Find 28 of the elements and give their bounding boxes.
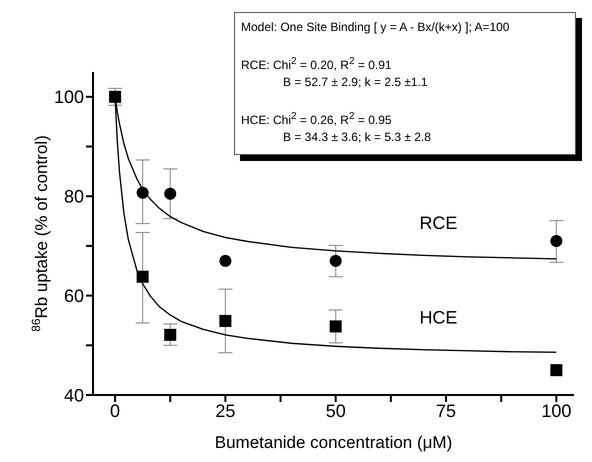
point (136, 270, 149, 283)
text: Model: One Site Binding [ y = A - Bx/(k+x) ]; A=100 (241, 20, 510, 34)
point (164, 188, 176, 200)
annotation: B = 34.3 ± 3.6; k = 5.3 ± 2.8 (283, 129, 432, 146)
x-tick-label: 25 (215, 400, 236, 421)
annotation: HCE: Chi$^{2}$ = 0.26, R$^{2}$ = 0.95 (241, 110, 393, 129)
point (136, 186, 149, 199)
x-tick-label: 100 (541, 400, 572, 421)
point (330, 254, 342, 267)
point (330, 320, 342, 332)
x-axis-title: Bumetanide concentration (μM) (214, 433, 452, 452)
point (219, 254, 232, 267)
y-tick-label: 40 (64, 385, 84, 406)
point (109, 90, 122, 103)
x-tick-label: 75 (436, 400, 456, 421)
point (550, 234, 562, 247)
x-tick-label: 50 (326, 400, 346, 421)
point (550, 364, 562, 376)
y-tick-label: 100 (54, 87, 84, 108)
series-label: HCE (419, 307, 458, 328)
series-label: RCE (419, 212, 458, 233)
point (164, 328, 176, 341)
y-tick-label: 80 (64, 186, 84, 207)
point (219, 314, 232, 327)
annotation: B = 52.7 ± 2.9; k = 2.5 ±1.1 (283, 74, 429, 91)
x-tick-label: 0 (110, 400, 120, 421)
annotation: RCE: Chi$^{2}$ = 0.20, R$^{2}$ = 0.91 (241, 55, 393, 74)
y-tick-label: 60 (64, 286, 84, 306)
